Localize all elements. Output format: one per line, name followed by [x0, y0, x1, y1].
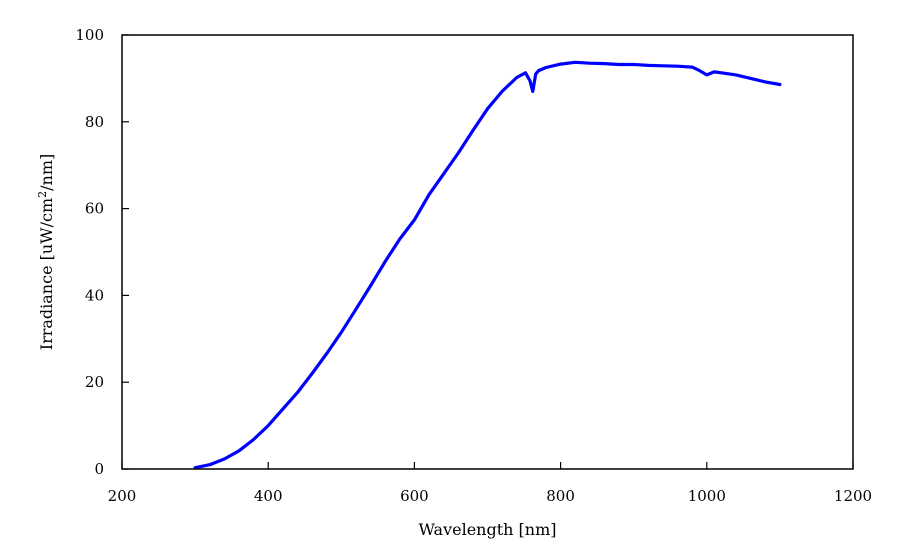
y-axis-title: Irradiance [uW/cm2/nm]	[36, 154, 57, 351]
series-layer	[193, 60, 782, 470]
x-axis-tick-labels: 200 400 600 800 1000 1200	[108, 487, 872, 505]
y-tick-label: 20	[85, 373, 104, 391]
y-tick-label: 60	[85, 200, 104, 218]
x-axis-ticks	[121, 462, 854, 469]
x-tick-label: 600	[400, 487, 429, 505]
x-tick-label: 200	[108, 487, 137, 505]
y-tick-label: 80	[85, 113, 104, 131]
y-tick-label: 100	[75, 26, 104, 44]
y-tick-label: 0	[94, 460, 104, 478]
y-axis-title-main: Irradiance [uW/cm	[37, 198, 56, 350]
x-tick-label: 1200	[834, 487, 872, 505]
plot-area-frame	[121, 34, 854, 470]
y-axis-title-superscript: 2	[36, 191, 49, 198]
irradiance-series-line	[193, 60, 782, 470]
y-axis-ticks	[122, 34, 129, 470]
x-tick-label: 1000	[688, 487, 726, 505]
y-tick-label: 40	[85, 286, 104, 304]
x-tick-label: 800	[546, 487, 575, 505]
x-axis-title: Wavelength [nm]	[418, 520, 556, 539]
x-tick-label: 400	[254, 487, 283, 505]
y-axis-title-units-end: /nm]	[37, 154, 56, 191]
y-axis-tick-labels: 0 20 40 60 80 100	[75, 26, 104, 478]
